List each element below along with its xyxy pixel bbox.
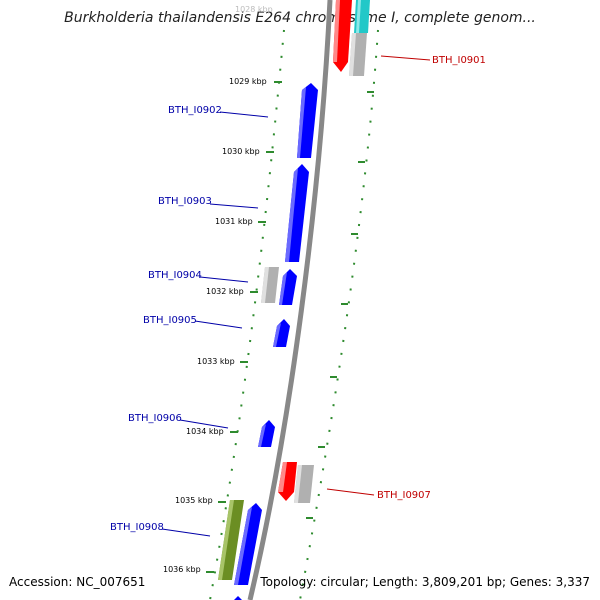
genome-summary-text: Topology: circular; Length: 3,809,201 bp… <box>260 575 590 589</box>
gene-label-btho902[interactable]: BTH_I0902 <box>168 105 222 116</box>
outer-tick-ring <box>299 29 379 600</box>
kbp-label-1033: 1033 kbp <box>197 357 235 366</box>
feature-olive[interactable] <box>218 500 244 580</box>
kbp-label-1036: 1036 kbp <box>163 565 201 574</box>
kbp-label-1031: 1031 kbp <box>215 217 253 226</box>
feature-btho904-plus[interactable] <box>279 269 297 305</box>
gene-label-btho905[interactable]: BTH_I0905 <box>143 315 197 326</box>
feature-btho907-minus[interactable] <box>278 462 297 501</box>
feature-btho906-plus[interactable] <box>258 420 275 447</box>
gene-label-btho908[interactable]: BTH_I0908 <box>110 522 164 533</box>
feature-btho903-plus[interactable] <box>285 164 309 262</box>
gene-label-btho904[interactable]: BTH_I0904 <box>148 270 202 281</box>
feature-neutral-mid[interactable] <box>294 465 314 503</box>
kbp-label-1028: 1028 kbp <box>235 5 273 14</box>
feature-btho908-plus[interactable] <box>234 503 262 585</box>
feature-bottom-plus[interactable] <box>234 596 242 600</box>
kbp-label-1029: 1029 kbp <box>229 77 267 86</box>
gene-label-btho907[interactable]: BTH_I0907 <box>377 490 431 501</box>
leader-lines <box>161 55 431 537</box>
gene-label-btho906[interactable]: BTH_I0906 <box>128 413 182 424</box>
chromosome-backbone <box>247 0 333 600</box>
map-title: Burkholderia thailandensis E264 chromoso… <box>64 10 536 26</box>
kbp-label-1035: 1035 kbp <box>175 496 213 505</box>
kbp-label-1030: 1030 kbp <box>222 147 260 156</box>
feature-btho901-minus[interactable] <box>333 0 352 72</box>
gene-label-btho903[interactable]: BTH_I0903 <box>158 196 212 207</box>
feature-rna-top[interactable] <box>354 0 370 33</box>
feature-btho902-plus[interactable] <box>297 83 318 158</box>
inner-tick-ring <box>209 29 285 600</box>
feature-neutral-904[interactable] <box>261 267 279 303</box>
feature-neutral-top[interactable] <box>349 33 367 76</box>
kbp-ticks <box>206 81 282 573</box>
feature-btho905-plus[interactable] <box>273 319 290 347</box>
accession-text: Accession: NC_007651 <box>9 575 146 589</box>
outer-ring-ticks <box>306 91 374 519</box>
kbp-label-1032: 1032 kbp <box>206 287 244 296</box>
kbp-label-1034: 1034 kbp <box>186 427 224 436</box>
gene-label-btho901[interactable]: BTH_I0901 <box>432 55 486 66</box>
